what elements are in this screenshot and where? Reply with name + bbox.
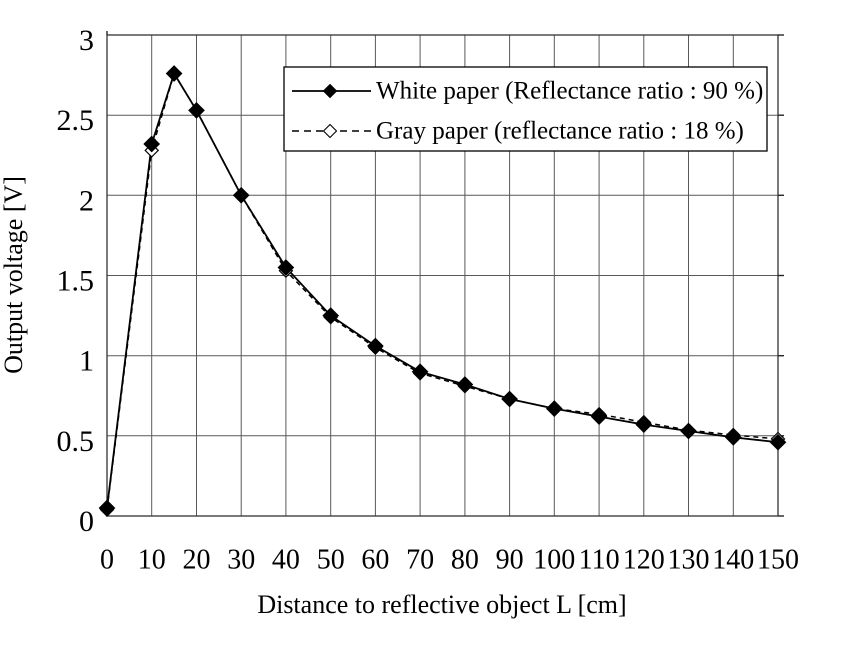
svg-text:140: 140 xyxy=(712,545,754,576)
svg-text:3: 3 xyxy=(79,24,94,57)
svg-text:2.5: 2.5 xyxy=(57,104,95,137)
svg-text:Output voltage [V]: Output voltage [V] xyxy=(0,176,28,374)
svg-text:130: 130 xyxy=(668,545,710,576)
svg-text:1: 1 xyxy=(79,345,94,378)
svg-text:80: 80 xyxy=(451,545,479,576)
svg-text:70: 70 xyxy=(406,545,434,576)
svg-text:Gray paper (reflectance ratio: Gray paper (reflectance ratio : 18 %) xyxy=(376,118,744,145)
svg-text:150: 150 xyxy=(757,545,799,576)
svg-text:100: 100 xyxy=(533,545,575,576)
svg-text:1.5: 1.5 xyxy=(57,265,95,298)
svg-text:0.5: 0.5 xyxy=(57,425,95,458)
svg-text:10: 10 xyxy=(138,545,166,576)
svg-text:110: 110 xyxy=(579,545,620,576)
svg-text:20: 20 xyxy=(183,545,211,576)
svg-text:Distance to reflective object: Distance to reflective object L [cm] xyxy=(257,590,626,619)
svg-text:90: 90 xyxy=(496,545,524,576)
svg-text:30: 30 xyxy=(227,545,255,576)
svg-text:120: 120 xyxy=(623,545,665,576)
svg-text:0: 0 xyxy=(79,505,94,538)
svg-text:50: 50 xyxy=(317,545,345,576)
svg-text:40: 40 xyxy=(272,545,300,576)
svg-text:White paper (Reflectance ratio: White paper (Reflectance ratio : 90 %) xyxy=(376,78,763,105)
svg-text:2: 2 xyxy=(79,184,94,217)
svg-text:60: 60 xyxy=(361,545,389,576)
svg-text:0: 0 xyxy=(100,545,114,576)
